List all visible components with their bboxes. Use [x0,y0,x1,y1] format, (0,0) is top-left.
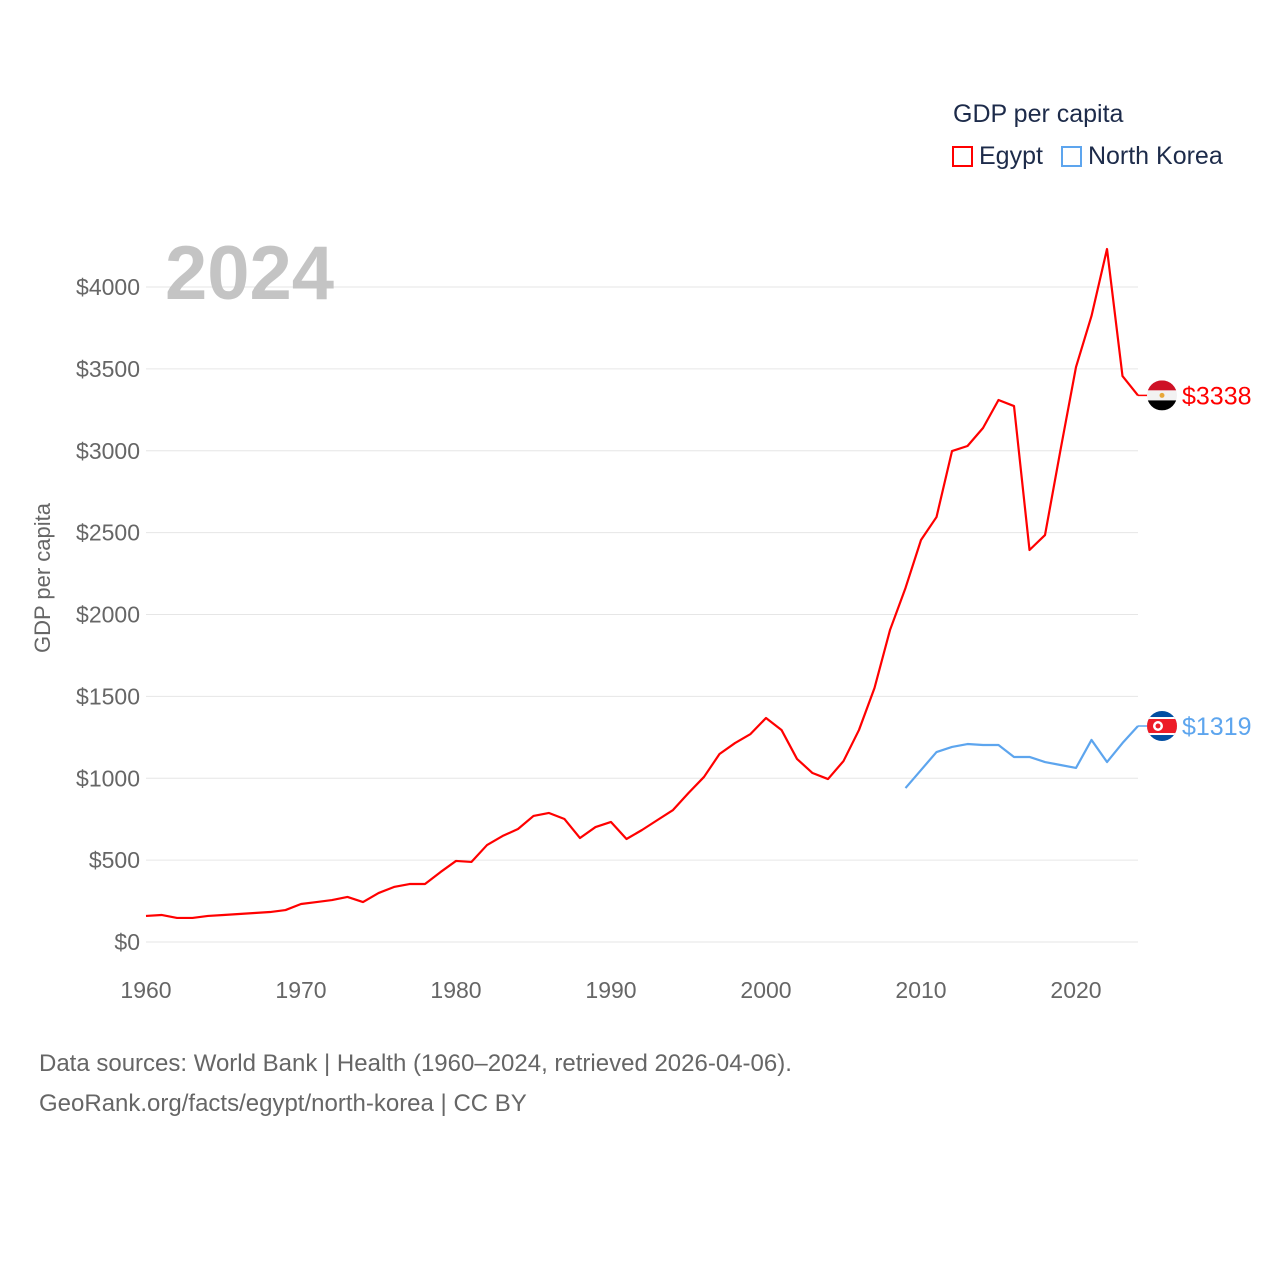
series-line-north-korea [904,725,1139,789]
x-tick-label: 1970 [275,977,326,1003]
footer: Data sources: World Bank | Health (1960–… [39,1044,792,1124]
legend-label-egypt: Egypt [979,142,1043,170]
y-axis-label: GDP per capita [30,502,55,654]
legend-swatch-north-korea [1060,146,1082,167]
legend-title: GDP per capita [953,100,1124,128]
y-tick-label: $0 [114,929,140,955]
x-tick-label: 2010 [895,977,946,1003]
y-tick-label: $2500 [76,520,140,546]
attribution-link[interactable]: GeoRank.org/facts/egypt/north-korea | CC… [39,1090,527,1117]
x-tick-label: 1990 [585,977,636,1003]
year-label: 2024 [165,231,335,316]
y-tick-label: $3500 [76,356,140,382]
end-value-label-north-korea: $1319 [1182,713,1252,741]
x-tick-label: 1960 [120,977,171,1003]
x-tick-label: 2000 [740,977,791,1003]
x-tick-label: 1980 [430,977,481,1003]
legend-item-north-korea[interactable]: North Korea [1060,142,1223,171]
x-tick-label: 2020 [1050,977,1101,1003]
y-tick-label: $500 [89,847,140,873]
legend-item-egypt[interactable]: Egypt [952,142,1043,171]
y-tick-label: $4000 [76,274,140,300]
y-tick-label: $1000 [76,765,140,791]
data-source-text: Data sources: World Bank | Health (1960–… [39,1050,792,1077]
legend-label-north-korea: North Korea [1087,142,1223,170]
flag-north-korea-icon [1147,711,1177,742]
flag-egypt-icon [1147,380,1177,411]
legend-swatch-egypt [952,146,973,167]
y-tick-label: $1500 [76,683,140,709]
y-tick-label: $2000 [76,602,140,628]
legend: Egypt North Korea [952,142,1223,171]
series-line-egypt [145,247,1139,920]
end-value-label-egypt: $3338 [1182,382,1252,410]
y-tick-label: $3000 [76,438,140,464]
